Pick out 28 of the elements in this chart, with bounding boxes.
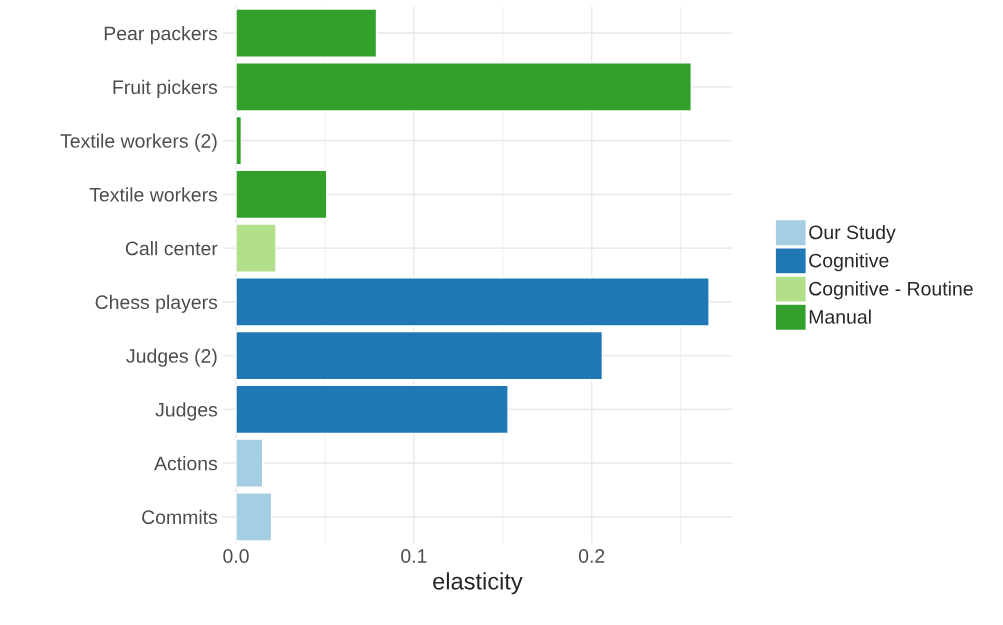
x-tick-label: 0.1 — [401, 549, 427, 563]
x-tick-label: 0.0 — [223, 549, 249, 563]
bar — [235, 8, 378, 59]
y-tick-label: Textile workers (2) — [60, 133, 217, 152]
x-axis-title: elasticity — [433, 572, 523, 595]
y-tick-label: Chess players — [95, 294, 218, 313]
bar — [235, 115, 243, 166]
bar — [235, 491, 273, 542]
bar — [235, 169, 328, 220]
bar — [235, 61, 692, 112]
y-tick-label: Commits — [142, 509, 218, 525]
y-tick-label: Textile workers — [89, 187, 218, 202]
legend-label: Cognitive - Routine — [809, 281, 973, 300]
legend-label: Our Study — [809, 224, 896, 244]
y-tick-label: Judges (2) — [126, 348, 217, 367]
legend-label: Manual — [809, 309, 871, 324]
y-tick-label: Actions — [154, 456, 218, 471]
y-tick-label: Pear packers — [104, 26, 218, 45]
legend-label: Cognitive — [809, 253, 889, 272]
x-tick-label: 0.2 — [578, 549, 605, 563]
bar — [235, 223, 277, 274]
bar — [235, 438, 264, 489]
y-tick-label: Judges — [155, 402, 218, 421]
bar — [235, 276, 710, 327]
y-tick-label: Fruit pickers — [113, 79, 218, 98]
bar — [235, 330, 604, 381]
bar — [235, 384, 509, 435]
y-tick-label: Call center — [125, 241, 218, 256]
